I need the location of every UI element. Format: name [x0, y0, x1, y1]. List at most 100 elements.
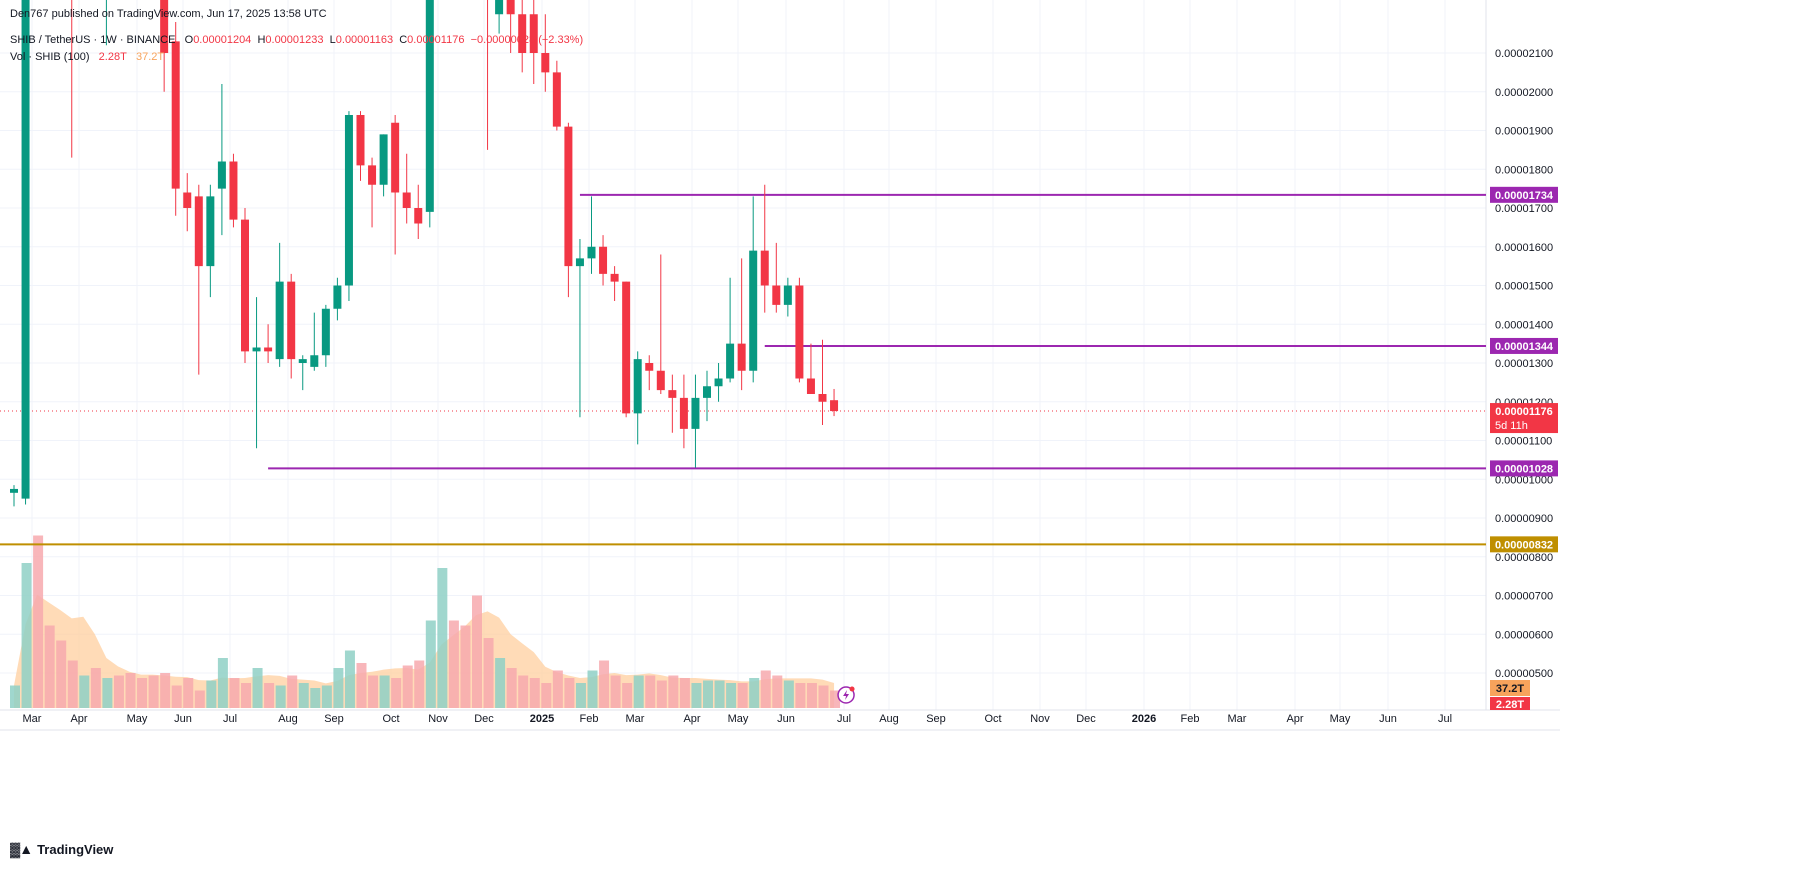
volume-bar — [310, 688, 321, 708]
ohlc-high-label: H — [257, 34, 266, 46]
candle-body — [321, 308, 330, 356]
x-axis-tick-label: Dec — [1076, 713, 1096, 725]
volume-bar — [737, 683, 748, 708]
candle-body — [298, 359, 307, 363]
volume-bar — [287, 675, 298, 708]
volume-bar — [691, 683, 702, 708]
x-axis-tick-label: Nov — [1030, 713, 1050, 725]
x-axis-tick-label: Oct — [984, 713, 1001, 725]
candle-body — [668, 390, 677, 398]
candle-body — [495, 0, 504, 15]
volume-bar — [783, 680, 794, 708]
y-axis-tick-label: 0.00000500 — [1495, 668, 1553, 680]
candle-body — [795, 285, 804, 379]
x-axis-tick-label: Mar — [1228, 713, 1247, 725]
level-price-label: 0.00001344 — [1495, 341, 1554, 353]
volume-bar — [645, 675, 656, 708]
volume-bar — [610, 675, 621, 708]
volume-bar — [298, 683, 309, 708]
candle-body — [344, 115, 353, 286]
volume-bar — [44, 625, 55, 708]
candle-body — [830, 400, 839, 412]
volume-bar — [344, 650, 355, 708]
tradingview-logo[interactable]: ▓▲ TradingView — [10, 841, 113, 857]
volume-bar — [414, 660, 425, 708]
volume-bar — [217, 658, 228, 708]
volume-bar — [102, 678, 113, 708]
volume-bar — [795, 683, 806, 708]
volume-bar — [749, 678, 760, 708]
volume-indicator-title[interactable]: Vol · SHIB (100) — [10, 51, 90, 63]
volume-bar — [506, 668, 517, 708]
x-axis-tick-label: Oct — [382, 713, 399, 725]
candle-body — [368, 165, 377, 185]
candle-body — [564, 126, 573, 267]
x-axis-tick-label: 2025 — [530, 713, 554, 725]
y-axis-tick-label: 0.00001300 — [1495, 358, 1553, 370]
volume-bar — [448, 620, 459, 708]
volume-bar — [818, 685, 829, 708]
x-axis-tick-label: May — [728, 713, 749, 725]
volume-bar — [90, 668, 101, 708]
level-price-label: 0.00001028 — [1495, 463, 1553, 475]
candle-body — [714, 378, 723, 387]
volume-bar — [252, 668, 263, 708]
y-axis-tick-label: 0.00001500 — [1495, 281, 1553, 293]
candle-body — [264, 347, 273, 352]
volume-bar — [633, 675, 644, 708]
volume-bar — [56, 640, 67, 708]
candle-body — [656, 370, 665, 391]
volume-bar — [599, 660, 610, 708]
last-price-label: 0.00001176 — [1495, 406, 1553, 418]
volume-bar — [714, 680, 725, 708]
x-axis-tick-label: Sep — [926, 713, 946, 725]
volume-bar — [67, 660, 78, 708]
volume-bar — [760, 670, 771, 708]
ohlc-close-value: 0.00001176 — [407, 34, 465, 46]
candle-body — [425, 0, 434, 212]
candle-body — [402, 192, 411, 208]
volume-bar — [679, 678, 690, 708]
candle-body — [275, 281, 284, 360]
x-axis-tick-label: Mar — [626, 713, 645, 725]
x-axis-tick-label: Mar — [23, 713, 42, 725]
candle-body — [772, 285, 781, 305]
volume-bar — [391, 678, 402, 708]
y-axis-tick-label: 0.00001400 — [1495, 319, 1553, 331]
candle-body — [760, 250, 769, 286]
candle-body — [206, 196, 215, 267]
volume-bar — [321, 685, 332, 708]
volume-bar — [148, 675, 159, 708]
candle-body — [633, 359, 642, 414]
x-axis-tick-label: Jul — [223, 713, 237, 725]
volume-bar — [183, 678, 194, 708]
volume-bar — [622, 683, 633, 708]
series-group — [0, 0, 1486, 708]
candle-body — [21, 0, 30, 499]
volume-bar — [587, 670, 598, 708]
volume-bar — [379, 675, 390, 708]
level-price-label-bg — [1490, 337, 1558, 354]
y-axis-tick-label: 0.00001700 — [1495, 203, 1553, 215]
symbol-title[interactable]: SHIB / TetherUS · 1W · BINANCE — [10, 34, 176, 46]
candle-body — [183, 192, 192, 208]
candle-body — [356, 115, 365, 166]
x-axis-tick-label: 2026 — [1132, 713, 1156, 725]
tradingview-logo-icon: ▓▲ — [10, 841, 33, 857]
y-axis-tick-label: 0.00001100 — [1495, 436, 1552, 448]
x-axis-tick-label: Jul — [837, 713, 851, 725]
x-axis-tick-label: Sep — [324, 713, 344, 725]
tradingview-logo-text: TradingView — [37, 841, 114, 857]
last-price-label-bg — [1490, 403, 1558, 434]
x-axis-tick-label: Apr — [70, 713, 87, 725]
volume-bar — [830, 690, 841, 708]
volume-bar — [495, 658, 506, 708]
candle-body — [749, 250, 758, 371]
y-axis-tick-label: 0.00002100 — [1495, 48, 1553, 60]
volume-bar — [171, 685, 182, 708]
candle-body — [599, 246, 608, 274]
volume-bar — [333, 668, 344, 708]
candle-body — [310, 355, 319, 367]
x-axis-tick-label: Jun — [1379, 713, 1397, 725]
